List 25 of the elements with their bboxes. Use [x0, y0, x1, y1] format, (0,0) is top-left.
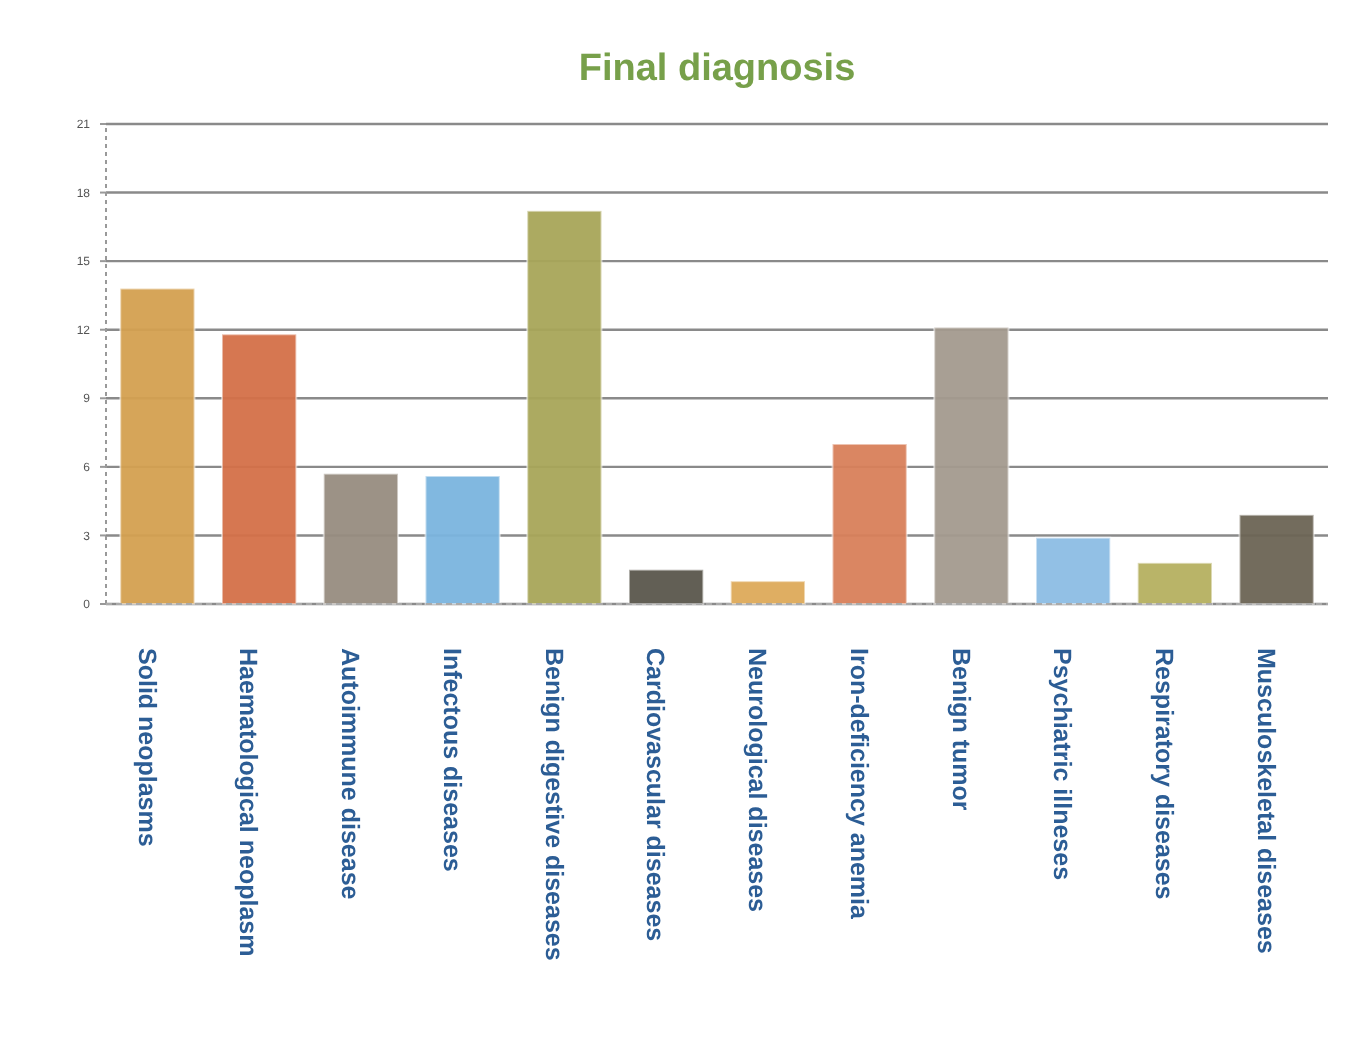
bar: [526, 209, 603, 605]
x-tick-label: Haematological neoplasm: [234, 648, 263, 957]
x-tick-label: Neurological diseases: [743, 648, 772, 913]
bar: [1034, 536, 1112, 605]
x-tick-label: Iron-deficiency anemia: [844, 648, 873, 922]
x-tick-label: Infectous diseases: [437, 648, 466, 872]
bar: [729, 580, 807, 605]
bar: [220, 333, 298, 605]
x-tick-label: Benign digestive diseases: [539, 648, 568, 961]
bar: [119, 287, 196, 605]
bar: [1136, 561, 1214, 605]
chart-title: Final diagnosis: [578, 48, 856, 90]
x-tick-label: Benign tumor: [946, 648, 975, 811]
bar: [831, 443, 908, 605]
x-tick-label: Musculoskeletal diseases: [1251, 648, 1280, 954]
x-tick-label: Respiratory diseases: [1150, 648, 1179, 900]
x-tick-label: Autoimmune disease: [336, 648, 365, 900]
bar: [1238, 513, 1315, 605]
x-tick-label: Solid neoplasms: [132, 648, 161, 847]
x-tick-label: Cardiovascular diseases: [641, 648, 670, 942]
bar: [627, 568, 705, 605]
x-tick-label: Psychiatric illneses: [1048, 648, 1077, 881]
bar: [322, 472, 400, 605]
bar: [424, 475, 501, 605]
bar: [933, 326, 1010, 605]
